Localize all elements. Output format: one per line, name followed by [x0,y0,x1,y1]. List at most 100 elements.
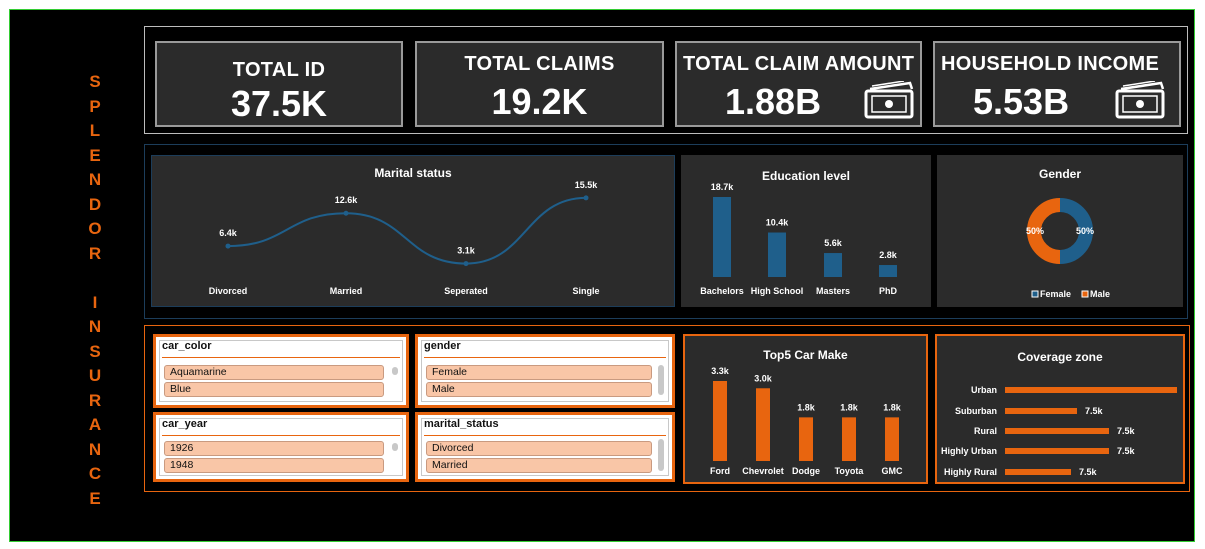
slicer-title: car_year [162,418,208,430]
kpi-value: 1.88B [725,81,822,122]
filters-and-charts-row: car_color Aquamarine Blue gender Female … [144,325,1190,492]
kpi-strip: TOTAL ID 37.5K TOTAL CLAIMS 19.2K TOTAL … [144,26,1188,134]
education-level-chart: 18.7k Bachelors 10.4k High School 5.6k Master… [700,182,898,296]
brand-letter: O [88,219,102,238]
kpi-title: TOTAL CLAIM AMOUNT [683,53,915,75]
brand-letter: C [88,464,102,483]
slicer-divider [162,435,400,436]
slicer-divider [162,357,400,358]
brand-letter: U [88,366,102,385]
slicer-item[interactable]: 1948 [164,458,384,473]
bar [885,417,899,461]
brand-letter: L [89,121,101,140]
slicer-title: gender [424,340,461,352]
x-tick-label: Single [572,286,599,296]
data-label: 1.8k [797,402,816,412]
slicer-item[interactable]: 1926 [164,441,384,456]
legend-label: Female [1040,289,1071,299]
bar [879,265,897,277]
data-label: 7.5k [1079,467,1098,477]
y-tick-label: Highly Urban [941,446,997,456]
gender-card: Gender 50% 50% Female Male [937,155,1183,307]
data-label: 1.8k [840,402,859,412]
slicer-title: car_color [162,340,212,352]
slicer-item[interactable]: Aquamarine [164,365,384,380]
slicer-item[interactable]: Female [426,365,652,380]
data-label: 3.3k [711,366,730,376]
education-level-card: Education level 18.7k Bachelors 10.4k High … [681,155,931,307]
brand-letter: P [89,96,101,116]
slicer-item[interactable]: Blue [164,382,384,397]
data-label: 7.5k [1117,446,1136,456]
series-line [227,196,587,265]
data-label: 10.4k [766,218,790,228]
bar [1005,408,1077,414]
slicer-car-year: car_year 1926 1948 [153,412,409,482]
chart-title: Education level [761,169,851,183]
data-label: 6.4k [219,228,238,238]
brand-letter: N [88,317,102,336]
data-label: 7.5k [1085,406,1104,416]
top5-car-make-card: Top5 Car Make 3.3k Ford 3.0k Chevrolet 1.8k D… [683,334,928,484]
scrollbar[interactable] [658,365,664,395]
bar [768,232,786,277]
slicer-item[interactable]: Married [426,458,652,473]
data-label: 12.6k [335,195,359,205]
data-point [583,195,589,201]
slicer-item[interactable]: Divorced [426,441,652,456]
bar [713,197,731,277]
money-icon [864,81,914,119]
brand-letter: N [88,170,102,189]
brand-vertical-title: S P L E N D O R I N S U R A N C E [84,70,106,511]
slicer-body [421,418,669,476]
slicer-divider [424,435,666,436]
slicer-car-color: car_color Aquamarine Blue [153,334,409,408]
data-label: 5.6k [824,238,843,248]
scrollbar[interactable] [392,367,398,375]
scrollbar[interactable] [392,443,398,451]
bar [1005,448,1109,454]
kpi-value: 37.5K [230,83,328,124]
data-label: 50% [1026,226,1044,236]
legend-swatch [1031,290,1039,298]
data-point [225,243,231,249]
top5-car-make-chart: 3.3k Ford 3.0k Chevrolet 1.8k Dodge 1.8k Toyota… [710,366,903,476]
x-tick-label: Chevrolet [742,466,784,476]
marital-status-chart: 6.4k Divorced 12.6k Married 3.1k Seperated 15.… [209,180,600,296]
kpi-title: TOTAL ID [232,59,326,81]
x-tick-label: Ford [710,466,730,476]
chart-title: Top5 Car Make [763,348,848,362]
x-tick-label: Bachelors [700,286,744,296]
coverage-zone-card: Coverage zone Urban7.6kSuburban7.5kRural… [935,334,1185,484]
x-tick-label: Divorced [209,286,248,296]
x-tick-label: Masters [816,286,850,296]
slicer-item[interactable]: Male [426,382,652,397]
bar [1005,469,1071,475]
y-tick-label: Urban [971,385,997,395]
kpi-total-id: TOTAL ID 37.5K [155,41,403,127]
donut-slice [1059,198,1093,264]
slicer-marital-status: marital_status Divorced Married [415,412,675,482]
chart-title: Coverage zone [1017,350,1103,364]
legend-swatch [1081,290,1089,298]
data-label: 7.5k [1117,426,1136,436]
y-tick-label: Suburban [955,406,997,416]
charts-row-top: Marital status 6.4k Divorced 12.6k Married 3… [144,144,1188,319]
bar [1005,428,1109,434]
x-tick-label: Married [330,286,363,296]
data-label: 2.8k [879,250,898,260]
x-tick-label: Seperated [444,286,488,296]
kpi-title: TOTAL CLAIMS [464,53,615,75]
money-icon [1115,81,1165,119]
kpi-total-claims: TOTAL CLAIMS 19.2K [415,41,664,127]
legend-label: Male [1090,289,1110,299]
brand-letter: S [89,341,101,361]
scrollbar[interactable] [658,439,664,471]
brand-letter: R [88,390,102,410]
brand-letter: E [89,145,101,165]
data-label: 3.1k [457,246,476,256]
data-label: 15.5k [575,180,599,190]
data-label: 50% [1076,226,1094,236]
kpi-household-income: HOUSEHOLD INCOME 5.53B [933,41,1181,127]
